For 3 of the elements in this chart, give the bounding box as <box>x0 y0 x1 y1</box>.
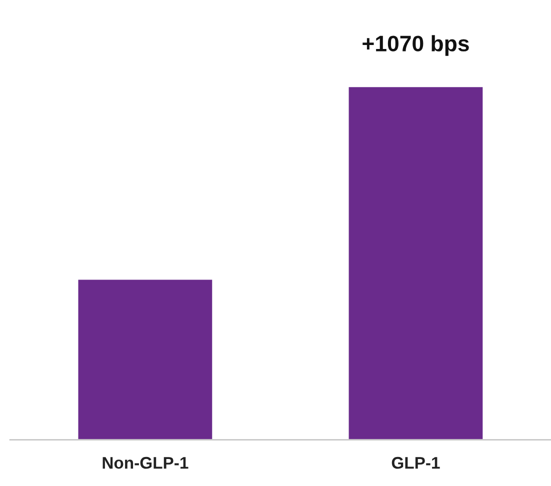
x-tick-label: GLP-1 <box>392 456 440 469</box>
annotation: +1070 bps <box>362 35 469 56</box>
x-tick-label: Non-GLP-1 <box>102 456 188 469</box>
